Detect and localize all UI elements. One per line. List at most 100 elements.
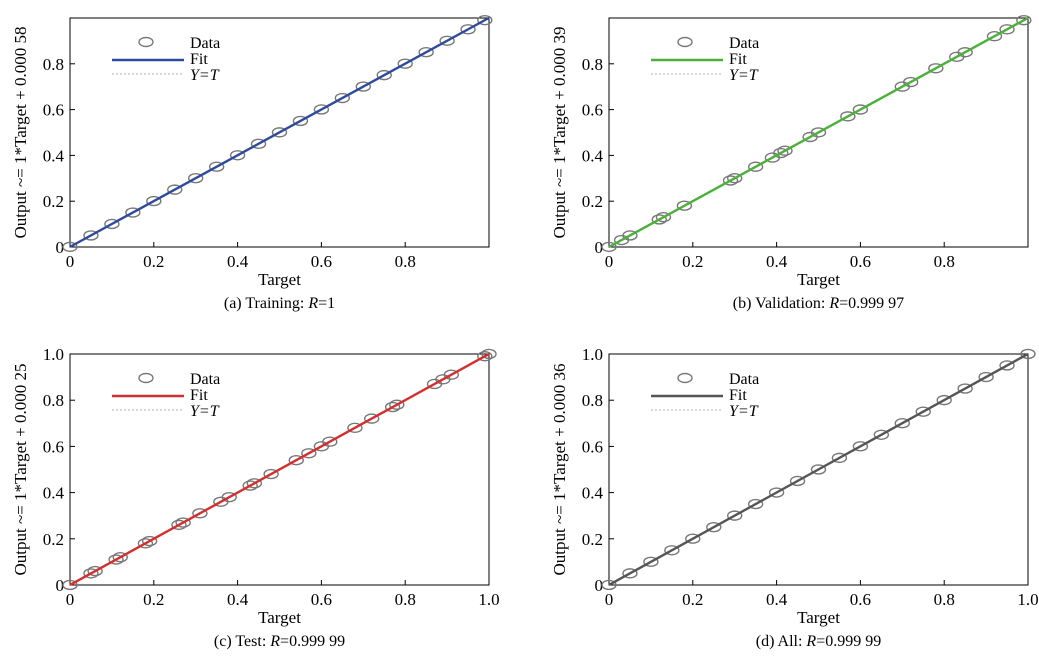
x-axis-label: Target	[797, 608, 840, 627]
panel-caption: (b) Validation: R=0.999 97	[733, 295, 904, 312]
data-point	[651, 214, 667, 225]
caption-r-symbol: R	[828, 295, 839, 312]
y-tick-label: 0.6	[43, 437, 64, 456]
legend-data-swatch	[138, 372, 154, 384]
data-point	[747, 498, 764, 510]
y-tick-label: 1.0	[43, 345, 64, 364]
legend-identity-label: Y=T	[729, 403, 759, 420]
legend-identity-label: Y=T	[190, 67, 220, 84]
data-point	[622, 568, 638, 579]
data-point	[112, 552, 128, 563]
x-tick-label: 0.4	[766, 590, 788, 609]
data-point	[313, 104, 330, 115]
data-point	[192, 508, 208, 519]
y-tick-label: 0.6	[582, 101, 603, 120]
data-point	[221, 491, 237, 503]
y-tick-label: 0.4	[582, 146, 604, 165]
legend-data-label: Data	[729, 371, 759, 388]
data-point	[242, 480, 258, 491]
x-tick-label: 1.0	[478, 590, 499, 609]
data-point	[999, 24, 1015, 35]
data-point	[250, 138, 267, 150]
y-tick-label: 0.2	[43, 530, 64, 549]
data-point	[62, 241, 78, 253]
data-point	[175, 517, 191, 528]
legend-fit-label: Fit	[729, 51, 747, 68]
y-axis-label: Output ~= 1*Target + 0.000 36	[550, 364, 569, 576]
data-point	[167, 184, 183, 195]
caption-r-value: =0.999 97	[839, 295, 904, 312]
y-tick-label: 0.4	[43, 146, 65, 165]
x-tick-label: 1.0	[1017, 590, 1038, 609]
caption-r-value: =1	[318, 295, 335, 312]
data-point	[936, 394, 952, 406]
caption-prefix: (b) Validation:	[733, 295, 830, 312]
data-point	[915, 406, 931, 417]
y-axis-label: Output ~= 1*Target + 0.000 25	[11, 364, 30, 576]
legend-fit-label: Fit	[729, 387, 747, 404]
data-point	[1016, 15, 1032, 26]
data-point	[141, 535, 158, 547]
data-point	[676, 200, 693, 211]
fit-line	[608, 16, 1029, 248]
data-point	[104, 218, 120, 230]
data-point	[322, 436, 338, 447]
y-tick-label: 0.8	[582, 55, 603, 74]
panel-caption: (d) All: R=0.999 99	[756, 633, 881, 650]
data-point	[852, 104, 869, 115]
caption-prefix: (d) All:	[756, 633, 807, 650]
y-tick-label: 0.8	[582, 391, 603, 410]
fit-line	[69, 352, 490, 586]
data-point	[355, 81, 371, 92]
y-axis-label: Output ~= 1*Target + 0.000 39	[550, 27, 569, 239]
data-point	[768, 487, 785, 498]
y-tick-label: 0	[56, 238, 65, 257]
data-point	[894, 418, 910, 429]
x-tick-label: 0.2	[143, 590, 164, 609]
data-point	[246, 478, 263, 489]
x-tick-label: 0.2	[143, 252, 164, 271]
data-point	[146, 195, 162, 207]
data-point	[852, 441, 869, 452]
data-point	[460, 24, 476, 35]
data-point	[902, 76, 919, 88]
data-point	[685, 533, 701, 544]
data-point	[810, 464, 827, 475]
plot-frame	[69, 353, 490, 586]
panel-caption: (a) Training: R=1	[224, 295, 335, 312]
x-tick-label: 0.6	[850, 590, 871, 609]
data-point	[389, 399, 405, 410]
data-point	[363, 413, 380, 424]
plot-frame	[69, 17, 490, 248]
x-tick-label: 0.8	[395, 590, 416, 609]
y-tick-label: 0.6	[582, 437, 603, 456]
x-tick-label: 0.8	[934, 252, 955, 271]
y-tick-label: 0.2	[582, 192, 603, 211]
x-tick-label: 0.6	[311, 252, 332, 271]
x-tick-label: 0	[605, 252, 614, 271]
x-tick-label: 0.8	[395, 252, 416, 271]
legend-data-swatch	[677, 372, 693, 384]
data-point	[873, 429, 890, 440]
data-point	[334, 92, 351, 104]
x-tick-label: 0.4	[227, 590, 249, 609]
x-axis-label: Target	[258, 608, 301, 627]
y-tick-label: 0.4	[582, 484, 604, 503]
data-point	[643, 556, 659, 568]
caption-prefix: (a) Training:	[224, 295, 308, 312]
legend-data-label: Data	[729, 35, 759, 52]
data-point	[722, 175, 739, 186]
data-point	[376, 69, 392, 81]
data-point	[62, 579, 78, 591]
y-tick-label: 0.8	[43, 55, 64, 74]
fit-line	[608, 352, 1029, 586]
data-point	[810, 127, 827, 138]
data-point	[288, 455, 304, 466]
y-tick-label: 0	[595, 238, 604, 257]
regression-panel-2: 0 0.2 0.4 0.6 0.8 0 0.2 0.4 0.6 0.8 Target Output ~…	[550, 15, 1032, 312]
data-point	[789, 475, 806, 487]
legend-data-swatch	[677, 36, 693, 48]
